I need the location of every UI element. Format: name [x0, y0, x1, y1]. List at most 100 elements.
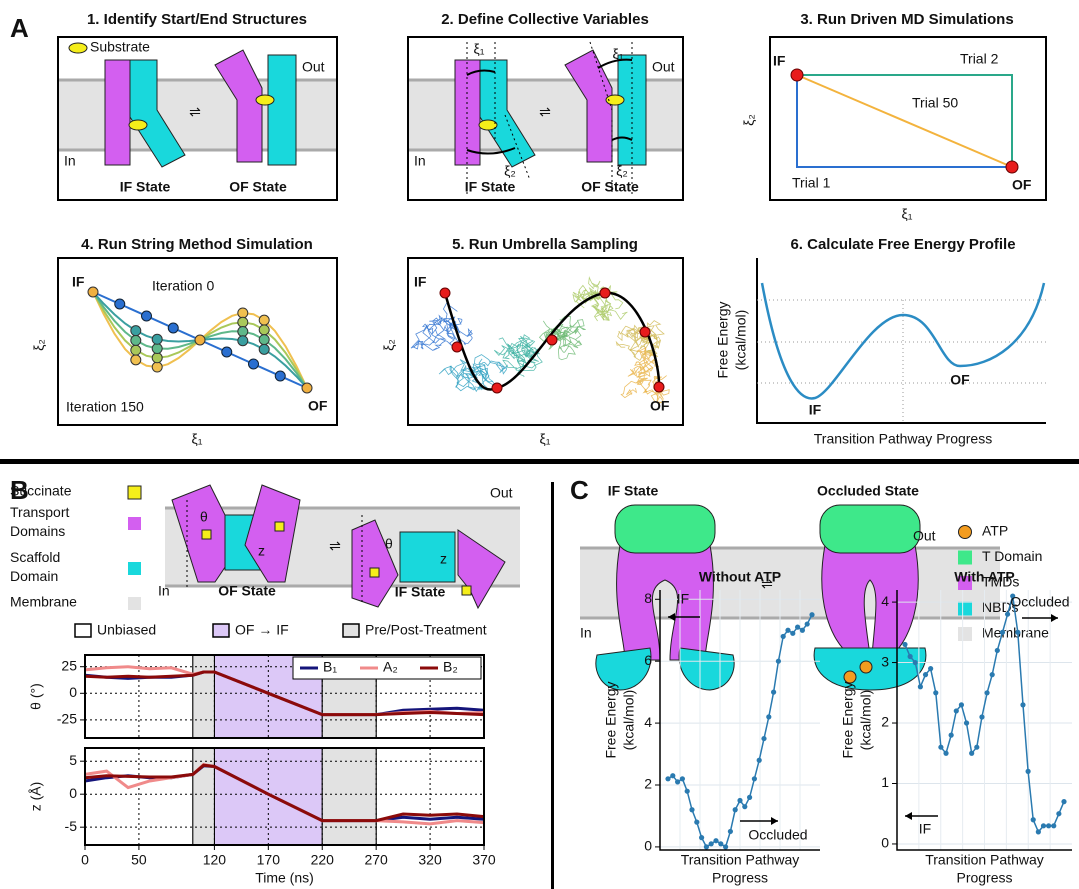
trace — [547, 319, 586, 361]
y-axis-label: ξ₂ — [31, 339, 47, 351]
xi-label: ξ₁ — [613, 46, 624, 62]
step-5: 5. Run Umbrella Sampling IF OF ξ₂ ξ₁ — [381, 236, 684, 447]
point — [1004, 611, 1011, 617]
x-tick-label: 50 — [131, 852, 147, 868]
out-label: Out — [302, 59, 325, 75]
arrow-head — [771, 817, 778, 825]
image-dot — [258, 334, 270, 346]
nbd — [678, 647, 735, 691]
step-6: 6. Calculate Free Energy Profile Free En… — [715, 236, 1046, 447]
transport-domain — [214, 49, 263, 163]
out-label: Out — [652, 59, 675, 75]
annotation: IF — [677, 591, 689, 607]
step-title: 2. Define Collective Variables — [441, 11, 649, 28]
x-tick-label: 0 — [81, 852, 89, 868]
x-axis-label: Progress — [712, 870, 768, 886]
tmds — [616, 544, 714, 661]
image-dot — [248, 358, 259, 370]
step-4: 4. Run String Method Simulation IF OF It… — [31, 236, 338, 447]
point — [771, 689, 777, 695]
trace — [510, 334, 536, 358]
point — [943, 750, 949, 756]
in-label: In — [64, 153, 76, 169]
point — [1015, 629, 1021, 635]
panel-label: A — [10, 13, 29, 43]
y-axis-label: (kcal/mol) — [858, 690, 874, 751]
in-label: In — [580, 625, 592, 641]
point — [766, 714, 772, 720]
step-title: 6. Calculate Free Energy Profile — [790, 236, 1015, 253]
band-legend-swatch — [74, 623, 92, 638]
y-tick-label: 4 — [881, 593, 889, 609]
of-label: OF — [950, 372, 970, 388]
band-legend-swatch — [342, 623, 360, 638]
y-tick-label: 1 — [881, 774, 889, 790]
point — [979, 714, 985, 720]
point — [938, 744, 944, 750]
trace — [494, 337, 543, 369]
legend-box — [292, 656, 482, 680]
y-axis-label: z (Å) — [28, 782, 44, 812]
frame — [407, 36, 684, 201]
trace — [625, 328, 657, 351]
image-dot — [221, 346, 233, 358]
frame — [407, 257, 684, 426]
point — [675, 779, 681, 785]
transport-domain — [104, 59, 131, 166]
if-label: IF — [809, 402, 822, 418]
if-label: IF — [414, 274, 427, 290]
point — [928, 666, 934, 672]
frame — [57, 36, 338, 201]
endpoint — [1005, 160, 1019, 174]
scaffold-domain — [267, 54, 297, 166]
point — [790, 630, 796, 636]
y-tick-label: 4 — [644, 714, 652, 730]
out-label: Out — [490, 485, 513, 501]
of-label: OF — [1012, 177, 1032, 193]
point — [742, 804, 748, 810]
equilibrium-arrow: ⇌ — [189, 104, 201, 120]
scaffold-domain — [129, 59, 186, 168]
xi-label: ξ₂ — [504, 163, 516, 179]
panel-b-schematic: θ z ⇌ θ z Out In OF State IF State — [158, 484, 520, 610]
equilibrium-arrow: ⇌ — [539, 104, 551, 120]
image-dot — [130, 344, 142, 356]
state-label: IF State — [395, 584, 446, 600]
of-label: OF — [308, 398, 328, 414]
out-label: Out — [913, 528, 936, 544]
succinate — [369, 567, 380, 578]
point — [708, 841, 714, 847]
profile-curve — [760, 282, 1046, 400]
step-1: 1. Identify Start/End Structures ⇌ Subst… — [57, 11, 338, 201]
plot-frame — [84, 747, 485, 846]
point — [737, 797, 743, 804]
y-tick-label: -25 — [57, 711, 77, 727]
step-3: 3. Run Driven MD Simulations IF OF Trial… — [741, 11, 1047, 222]
y-axis-label: θ (°) — [28, 683, 44, 710]
trace — [588, 285, 624, 322]
arrow-head — [1051, 614, 1058, 622]
band — [192, 654, 215, 739]
y-tick-label: 0 — [644, 838, 652, 854]
point — [1046, 823, 1052, 829]
scaffold-domain — [399, 531, 456, 583]
point — [999, 629, 1006, 635]
legend-swatch — [128, 562, 141, 575]
x-axis-label: ξ₁ — [192, 431, 203, 447]
trial-label: Trial 50 — [912, 95, 958, 111]
trace — [620, 373, 652, 399]
y-tick-label: -5 — [65, 818, 78, 834]
image-dot — [301, 382, 313, 394]
point — [907, 653, 913, 660]
point — [984, 690, 990, 696]
trace — [635, 346, 660, 372]
point — [969, 750, 975, 756]
trace — [588, 276, 613, 321]
legend-swatch — [958, 550, 972, 565]
point — [699, 835, 705, 841]
state-label: OF State — [581, 179, 639, 195]
trace — [502, 343, 539, 372]
image-dot — [141, 310, 152, 322]
point — [1010, 593, 1016, 599]
